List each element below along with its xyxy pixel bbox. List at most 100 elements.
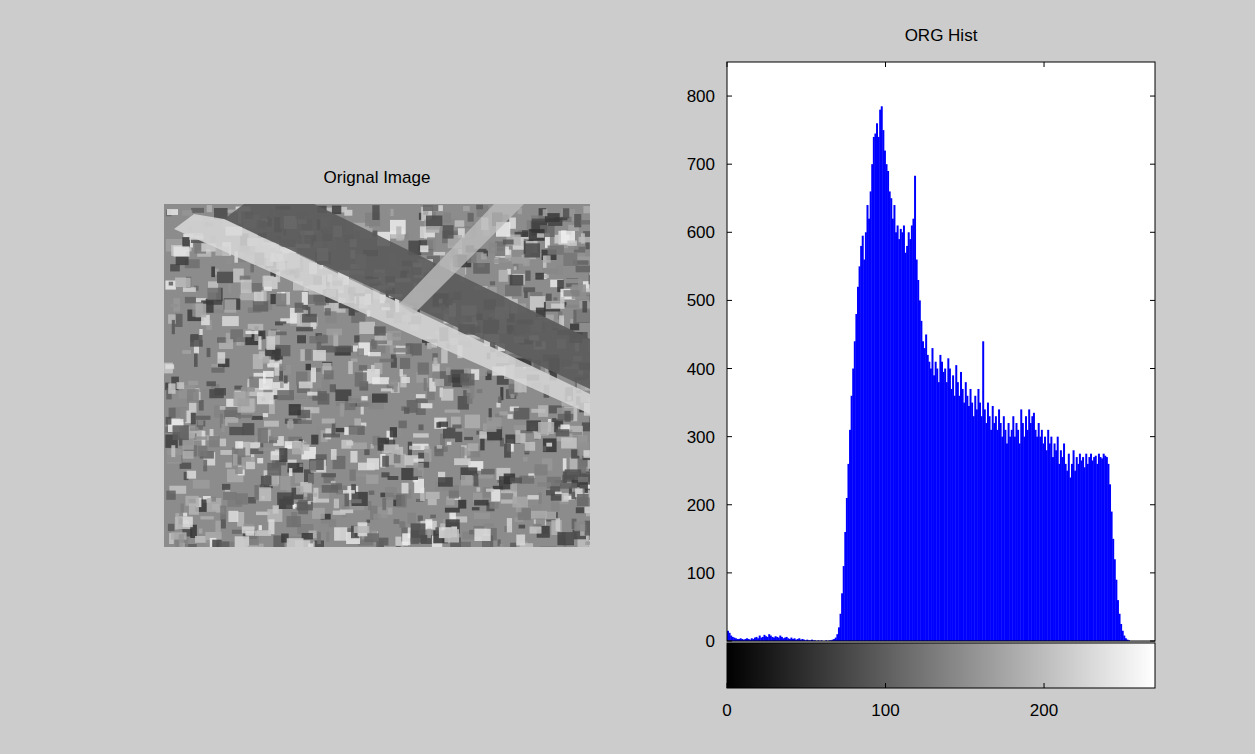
texture xyxy=(207,381,216,386)
texture xyxy=(322,485,338,493)
texture xyxy=(175,314,182,327)
texture xyxy=(351,443,367,450)
texture xyxy=(330,384,336,392)
texture xyxy=(531,409,545,413)
texture xyxy=(236,415,253,418)
texture xyxy=(545,512,556,520)
texture xyxy=(332,206,341,215)
texture xyxy=(259,487,271,501)
texture xyxy=(334,527,347,540)
texture xyxy=(460,374,474,386)
texture xyxy=(419,425,424,431)
texture xyxy=(277,390,294,400)
texture xyxy=(194,352,198,367)
texture xyxy=(582,301,587,313)
texture xyxy=(394,348,408,353)
y-tick-label: 600 xyxy=(687,223,715,242)
texture xyxy=(279,448,287,462)
texture xyxy=(423,205,438,211)
y-tick xyxy=(727,368,732,369)
texture xyxy=(445,410,460,413)
texture xyxy=(374,326,386,335)
texture xyxy=(289,419,293,430)
texture xyxy=(414,479,424,493)
texture xyxy=(373,514,381,522)
texture xyxy=(183,517,193,527)
texture xyxy=(195,536,206,543)
texture xyxy=(530,292,542,296)
texture xyxy=(411,523,426,538)
texture xyxy=(449,491,459,499)
texture xyxy=(437,445,443,449)
y-tick xyxy=(727,504,732,505)
texture xyxy=(380,359,394,363)
texture xyxy=(324,370,334,379)
texture xyxy=(435,379,445,386)
texture xyxy=(321,473,336,477)
texture xyxy=(400,369,404,376)
texture xyxy=(228,284,232,293)
texture xyxy=(565,411,571,422)
texture xyxy=(223,492,237,500)
texture xyxy=(322,419,335,424)
texture xyxy=(238,342,244,346)
texture xyxy=(323,434,340,438)
texture xyxy=(182,210,192,216)
texture xyxy=(510,275,524,286)
texture xyxy=(562,493,569,502)
texture xyxy=(425,519,432,529)
texture xyxy=(311,368,316,383)
texture xyxy=(439,422,449,427)
texture xyxy=(334,499,339,509)
texture xyxy=(525,271,530,281)
texture xyxy=(418,363,429,375)
texture xyxy=(253,301,268,311)
image-base xyxy=(164,204,590,547)
texture xyxy=(179,534,184,547)
texture xyxy=(196,304,207,318)
texture xyxy=(358,463,375,471)
texture xyxy=(250,264,254,273)
texture xyxy=(236,493,248,504)
texture xyxy=(195,416,210,420)
texture xyxy=(424,449,431,462)
texture xyxy=(199,400,204,411)
texture xyxy=(211,267,215,278)
texture xyxy=(487,417,502,429)
texture xyxy=(209,436,220,448)
texture xyxy=(284,376,288,384)
texture xyxy=(445,508,460,513)
texture xyxy=(191,412,196,425)
texture xyxy=(169,282,173,286)
texture xyxy=(246,462,255,469)
texture xyxy=(371,365,375,372)
texture xyxy=(214,208,228,219)
texture xyxy=(266,336,275,350)
texture xyxy=(430,515,436,519)
texture xyxy=(315,302,326,306)
texture xyxy=(213,310,226,314)
texture xyxy=(188,381,198,385)
texture xyxy=(343,490,355,493)
texture xyxy=(563,208,569,218)
texture xyxy=(397,493,407,507)
texture xyxy=(240,276,251,281)
y-tick-label: 100 xyxy=(687,564,715,583)
texture xyxy=(228,423,240,428)
texture xyxy=(447,442,452,445)
texture xyxy=(464,437,473,440)
texture xyxy=(306,364,311,370)
texture xyxy=(195,437,207,440)
texture xyxy=(258,428,268,443)
x-tick-label: 200 xyxy=(1030,701,1058,720)
texture xyxy=(308,543,313,547)
texture xyxy=(259,379,273,390)
texture xyxy=(423,211,428,215)
texture xyxy=(259,525,262,530)
texture xyxy=(468,443,479,451)
x-tick xyxy=(727,683,728,688)
texture xyxy=(271,294,276,304)
texture xyxy=(325,308,331,315)
texture xyxy=(420,226,426,238)
texture xyxy=(170,264,180,271)
